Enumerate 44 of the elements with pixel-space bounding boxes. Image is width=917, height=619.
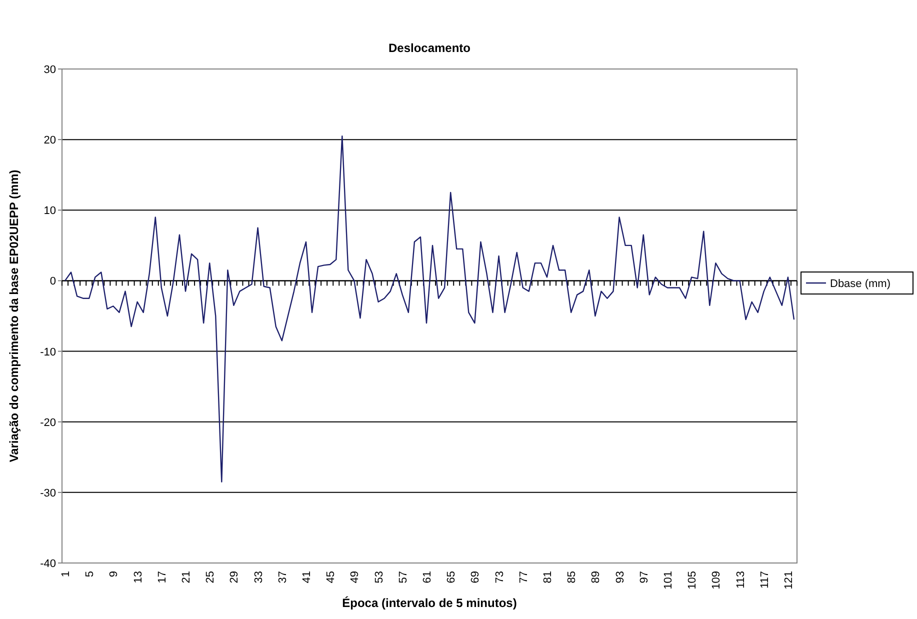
- y-tick-label: 10: [44, 205, 56, 218]
- x-tick-label: 49: [349, 571, 362, 584]
- x-tick-label: 89: [590, 571, 602, 584]
- x-tick-label: 41: [300, 571, 313, 584]
- y-tick-label: 0: [50, 276, 56, 288]
- x-tick-label: 109: [710, 571, 723, 590]
- x-tick-label: 121: [782, 571, 795, 590]
- line-series: [64, 135, 795, 482]
- x-tick-label: 117: [758, 571, 771, 589]
- x-tick-label: 113: [734, 571, 747, 589]
- chart-title: Deslocamento: [388, 41, 471, 55]
- x-tick-label: 13: [132, 571, 144, 584]
- x-tick-label: 69: [470, 571, 482, 584]
- x-tick-label: 29: [228, 571, 241, 584]
- x-tick-label: 77: [518, 571, 530, 584]
- x-tick-label: 101: [662, 571, 674, 590]
- x-tick-label: 81: [542, 571, 554, 584]
- x-tick-label: 57: [397, 571, 410, 584]
- x-tick-label: 97: [638, 571, 650, 584]
- x-tick-label: 61: [421, 571, 434, 584]
- x-tick-label: 17: [156, 571, 168, 584]
- x-tick-label: 1: [60, 571, 72, 578]
- x-tick-label: 45: [325, 571, 338, 584]
- legend-label: Dbase (mm): [830, 278, 891, 290]
- x-tick-label: 65: [446, 571, 458, 584]
- x-tick-label: 93: [614, 571, 626, 584]
- y-tick-label: -20: [40, 416, 56, 429]
- x-tick-label: 73: [494, 571, 506, 584]
- x-tick-label: 105: [686, 571, 699, 590]
- x-tick-label: 53: [373, 571, 386, 584]
- y-tick-label: 30: [44, 64, 56, 76]
- x-tick-label: 37: [276, 571, 289, 584]
- x-tick-label: 5: [84, 571, 96, 578]
- x-tick-label: 33: [252, 571, 265, 584]
- x-axis-title: Época (intervalo de 5 minutos): [342, 596, 517, 610]
- y-tick-label: -30: [40, 487, 56, 500]
- y-tick-label: 20: [44, 134, 56, 147]
- x-tick-label: 9: [108, 571, 120, 578]
- x-tick-label: 25: [204, 571, 217, 584]
- y-tick-label: -10: [40, 346, 56, 358]
- y-axis-title: Variação do comprimento da base EP02UEPP (mm): [7, 170, 21, 462]
- x-tick-label: 85: [566, 571, 578, 584]
- x-tick-label: 21: [180, 571, 193, 584]
- y-tick-label: -40: [40, 558, 56, 570]
